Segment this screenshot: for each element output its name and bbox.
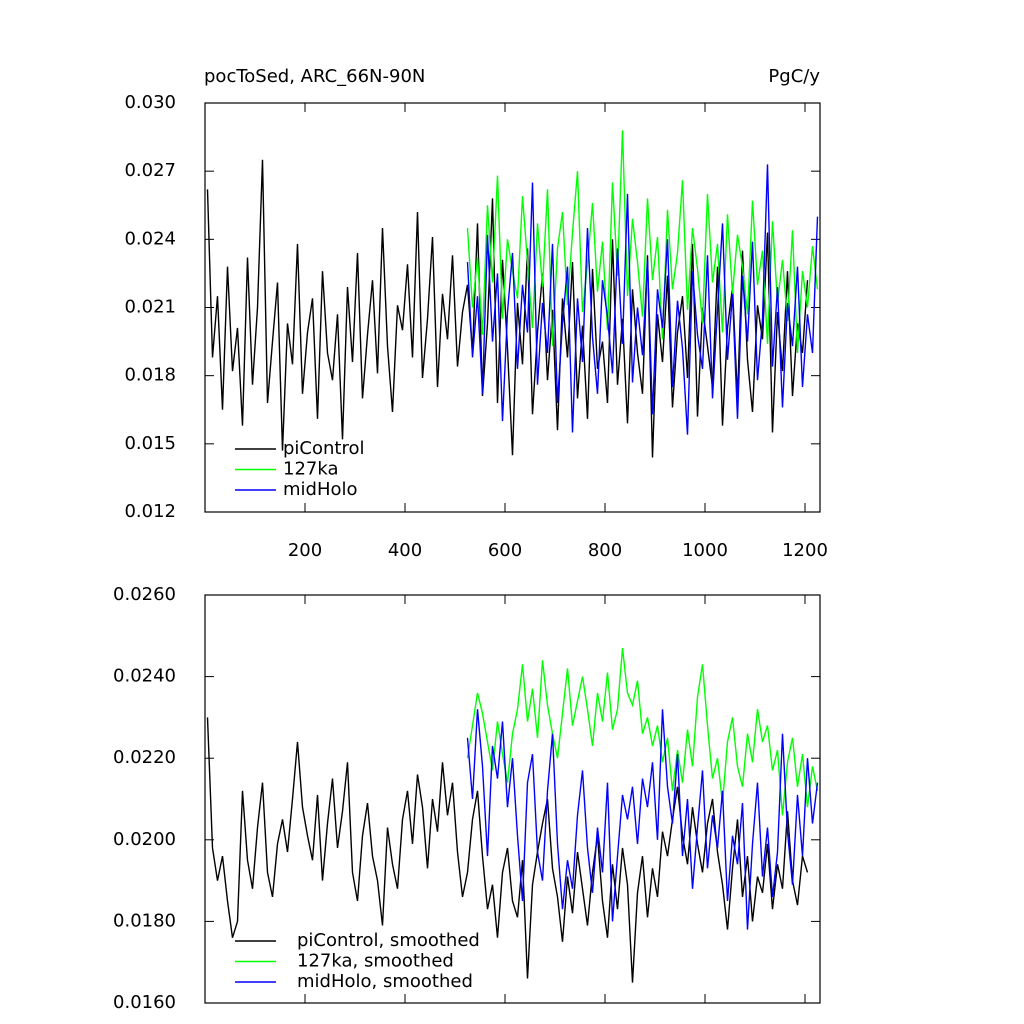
y-tick-label: 0.0240 [113, 666, 176, 687]
y-tick-label: 0.027 [124, 160, 176, 181]
legend-label: midHolo [283, 479, 358, 500]
series-line [466, 130, 819, 353]
plot-frame [204, 594, 821, 1004]
x-tick-label: 200 [288, 540, 322, 561]
y-tick-label: 0.0180 [113, 910, 176, 931]
x-tick-label: 800 [588, 540, 622, 561]
legend-label: midHolo, smoothed [297, 971, 473, 992]
y-tick-label: 0.0200 [113, 829, 176, 850]
series-line [206, 159, 809, 458]
y-tick-label: 0.0160 [113, 992, 176, 1013]
chart-title: pocToSed, ARC_66N-90N [204, 66, 425, 87]
x-tick-label: 1000 [682, 540, 728, 561]
x-tick-label: 600 [488, 540, 522, 561]
legend-label: 127ka, smoothed [297, 951, 454, 972]
y-tick-label: 0.0260 [113, 584, 176, 605]
legend-label: piControl [283, 438, 365, 459]
series-line [206, 717, 809, 983]
series-line [466, 164, 819, 435]
y-tick-label: 0.018 [124, 365, 176, 386]
y-tick-label: 0.030 [124, 92, 176, 113]
y-tick-label: 0.0220 [113, 747, 176, 768]
series-line [466, 647, 819, 816]
y-tick-label: 0.024 [124, 228, 176, 249]
legend-label: piControl, smoothed [297, 930, 480, 951]
legend-label: 127ka [283, 459, 339, 480]
x-tick-label: 1200 [782, 540, 828, 561]
y-tick-label: 0.012 [124, 501, 176, 522]
x-tick-label: 400 [388, 540, 422, 561]
y-tick-label: 0.015 [124, 433, 176, 454]
units-label: PgC/y [768, 66, 820, 87]
y-tick-label: 0.021 [124, 297, 176, 318]
series-line [466, 709, 819, 930]
